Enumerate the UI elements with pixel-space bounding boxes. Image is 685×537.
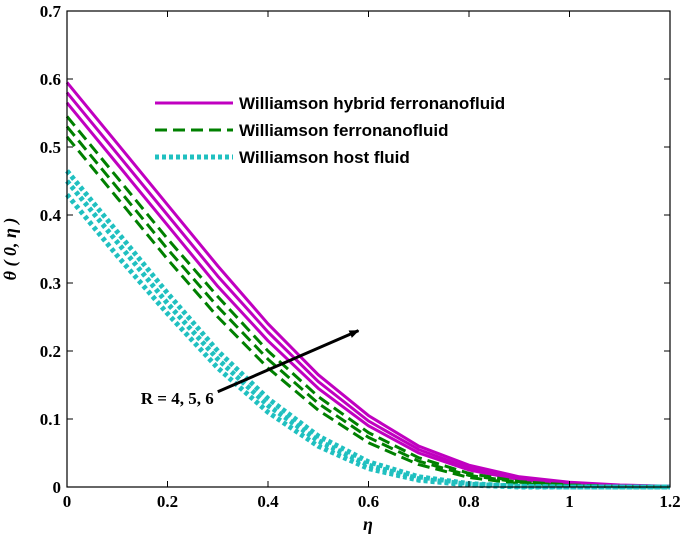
- x-tick-label: 1.2: [659, 492, 680, 511]
- legend-label-1: Williamson ferronanofluid: [239, 121, 449, 140]
- x-tick-label: 0.6: [358, 492, 379, 511]
- series-line-8: [65, 193, 670, 490]
- legend-label-2: Williamson host fluid: [239, 148, 410, 167]
- x-tick-label: 1: [565, 492, 574, 511]
- y-tick-label: 0.4: [40, 206, 62, 225]
- y-tick-label: 0.2: [40, 342, 61, 361]
- y-tick-label: 0.1: [40, 410, 61, 429]
- annotation-arrow: [217, 329, 360, 394]
- x-axis-label: η: [363, 514, 373, 534]
- y-tick-label: 0.7: [40, 2, 62, 21]
- y-tick-label: 0.5: [40, 138, 61, 157]
- x-tick-label: 0.2: [157, 492, 178, 511]
- series-line-4: [65, 125, 671, 489]
- annotation-label: R = 4, 5, 6: [141, 389, 214, 408]
- x-tick-label: 0.8: [458, 492, 479, 511]
- y-tick-label: 0.3: [40, 274, 61, 293]
- x-tick-label: 0.4: [257, 492, 279, 511]
- series-line-6: [65, 169, 670, 490]
- y-axis-label: θ ( 0, η ): [0, 218, 21, 281]
- legend-label-0: Williamson hybrid ferronanofluid: [239, 94, 505, 113]
- x-tick-label: 0: [63, 492, 72, 511]
- annotation: R = 4, 5, 6: [141, 329, 360, 408]
- y-tick-label: 0.6: [40, 70, 61, 89]
- plot-area: [67, 11, 670, 487]
- y-tick-label: 0: [53, 478, 62, 497]
- ticks-layer: 0 0.2 0.4 0.6 0.8 1 1.2 0 0.1 0.2 0.3 0.4 0.5 0.6 0.7: [40, 2, 681, 511]
- legend: Williamson hybrid ferronanofluid Williams…: [155, 94, 505, 167]
